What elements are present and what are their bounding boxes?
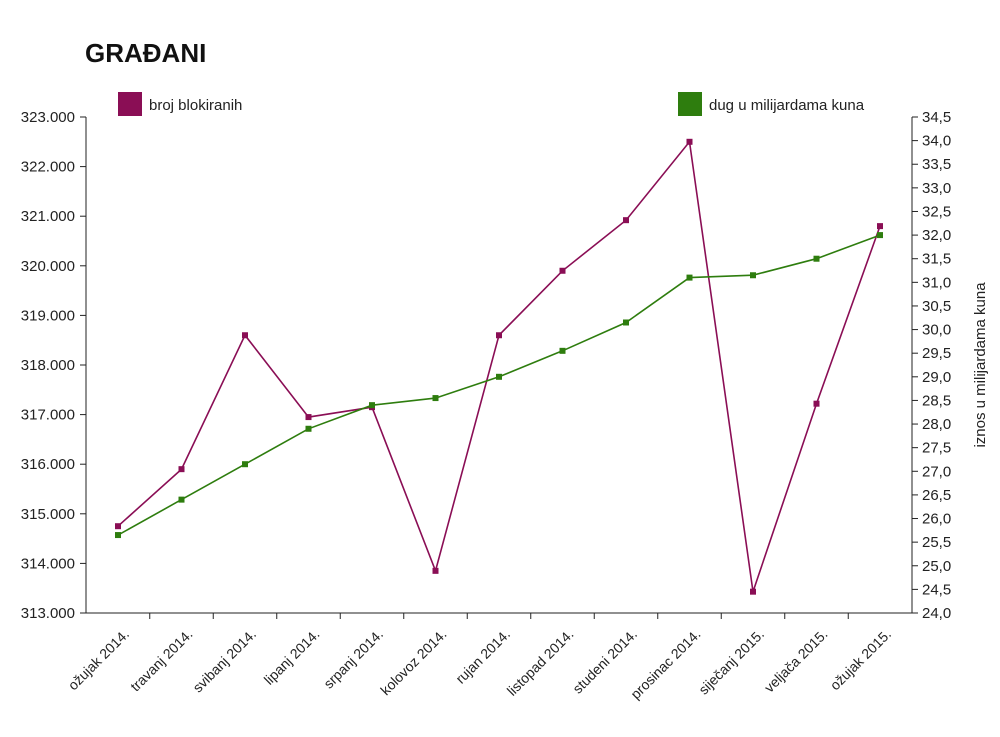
legend-swatch-broj-blokiranih — [118, 92, 142, 116]
data-point-dug — [877, 232, 883, 239]
left-tick-label: 316.000 — [21, 456, 75, 473]
right-tick-label: 28,5 — [922, 392, 951, 409]
right-tick-label: 30,0 — [922, 322, 951, 339]
data-point-broj-blokiranih — [559, 267, 566, 274]
data-point-dug — [813, 255, 820, 262]
x-tick-label: siječanj 2015. — [695, 626, 767, 698]
data-point-dug — [178, 496, 185, 503]
right-tick-label: 26,5 — [922, 487, 951, 504]
data-point-dug — [686, 274, 693, 281]
data-point-broj-blokiranih — [750, 588, 756, 595]
right-axis-ticks: 24,0 24,5 25,0 25,5 26,0 26,5 27,0 27,5 28,0 28,5… — [912, 109, 951, 622]
right-tick-label: 31,0 — [922, 274, 951, 291]
left-tick-label: 318.000 — [21, 357, 75, 374]
data-point-broj-blokiranih — [496, 332, 502, 339]
right-tick-label: 26,0 — [922, 511, 951, 528]
data-point-dug — [305, 425, 312, 432]
right-tick-label: 25,5 — [922, 534, 951, 551]
data-point-dug — [559, 347, 566, 354]
right-tick-label: 32,5 — [922, 203, 951, 220]
left-tick-label: 322.000 — [21, 159, 75, 176]
legend-label-dug: dug u milijardama kuna — [709, 97, 865, 114]
data-point-broj-blokiranih — [686, 138, 693, 145]
right-tick-label: 33,5 — [922, 156, 951, 173]
left-tick-label: 313.000 — [21, 605, 75, 622]
right-tick-label: 28,0 — [922, 416, 951, 433]
legend-left: broj blokiranih — [118, 92, 242, 116]
right-tick-label: 27,5 — [922, 440, 951, 457]
left-tick-label: 323.000 — [21, 109, 75, 126]
left-tick-label: 314.000 — [21, 555, 75, 572]
legend-right: dug u milijardama kuna — [678, 92, 865, 116]
data-point-broj-blokiranih — [178, 466, 185, 473]
right-tick-label: 24,5 — [922, 581, 951, 598]
left-tick-label: 319.000 — [21, 307, 75, 324]
legend-swatch-dug — [678, 92, 702, 116]
data-point-broj-blokiranih — [877, 223, 883, 230]
right-tick-label: 29,5 — [922, 345, 951, 362]
chart-title: GRAĐANI — [85, 38, 206, 68]
x-axis-ticks: ožujak 2014.travanj 2014.svibanj 2014. li… — [65, 613, 894, 702]
x-tick-label: ožujak 2015. — [827, 626, 894, 693]
right-tick-label: 24,0 — [922, 605, 951, 622]
right-tick-label: 25,0 — [922, 558, 951, 575]
data-point-dug — [369, 402, 375, 409]
right-axis-label: iznos u milijardama kuna — [972, 282, 989, 448]
data-point-broj-blokiranih — [813, 400, 820, 407]
x-tick-label: veljača 2015. — [761, 626, 831, 696]
data-point-broj-blokiranih — [115, 523, 121, 530]
series-line-dug — [117, 234, 881, 536]
right-tick-label: 34,0 — [922, 133, 951, 150]
right-tick-label: 30,5 — [922, 298, 951, 315]
data-point-dug — [432, 395, 439, 402]
x-tick-label: listopad 2014. — [504, 626, 577, 699]
right-tick-label: 33,0 — [922, 180, 951, 197]
data-point-broj-blokiranih — [305, 414, 312, 421]
left-tick-label: 315.000 — [21, 506, 75, 523]
data-point-broj-blokiranih — [242, 332, 248, 339]
data-point-dug — [242, 461, 248, 468]
x-tick-label: kolovoz 2014. — [377, 626, 449, 698]
data-point-dug — [623, 319, 629, 326]
data-point-dug — [750, 272, 756, 279]
right-tick-label: 31,5 — [922, 251, 951, 268]
x-tick-label: srpanj 2014. — [320, 626, 386, 692]
right-tick-label: 34,5 — [922, 109, 951, 126]
x-tick-label: lipanj 2014. — [261, 626, 323, 688]
x-tick-label: svibanj 2014. — [189, 626, 259, 696]
right-tick-label: 32,0 — [922, 227, 951, 244]
right-tick-label: 29,0 — [922, 369, 951, 386]
x-tick-label: ožujak 2014. — [65, 626, 132, 693]
data-point-dug — [115, 532, 121, 539]
left-tick-label: 317.000 — [21, 407, 75, 424]
series-layer — [115, 138, 883, 595]
right-tick-label: 27,0 — [922, 463, 951, 480]
data-point-broj-blokiranih — [623, 217, 629, 224]
x-tick-label: rujan 2014. — [452, 626, 513, 687]
series-line-broj-blokiranih — [117, 139, 881, 592]
data-point-broj-blokiranih — [432, 567, 439, 574]
left-axis-ticks: 313.000 314.000 315.000 316.000 317.000 318.0… — [21, 109, 86, 622]
left-tick-label: 320.000 — [21, 258, 75, 275]
x-tick-label: travanj 2014. — [127, 626, 196, 695]
x-tick-label: studeni 2014. — [569, 626, 640, 697]
left-tick-label: 321.000 — [21, 208, 75, 225]
legend-label-broj-blokiranih: broj blokiranih — [149, 97, 242, 114]
data-point-dug — [496, 373, 502, 380]
